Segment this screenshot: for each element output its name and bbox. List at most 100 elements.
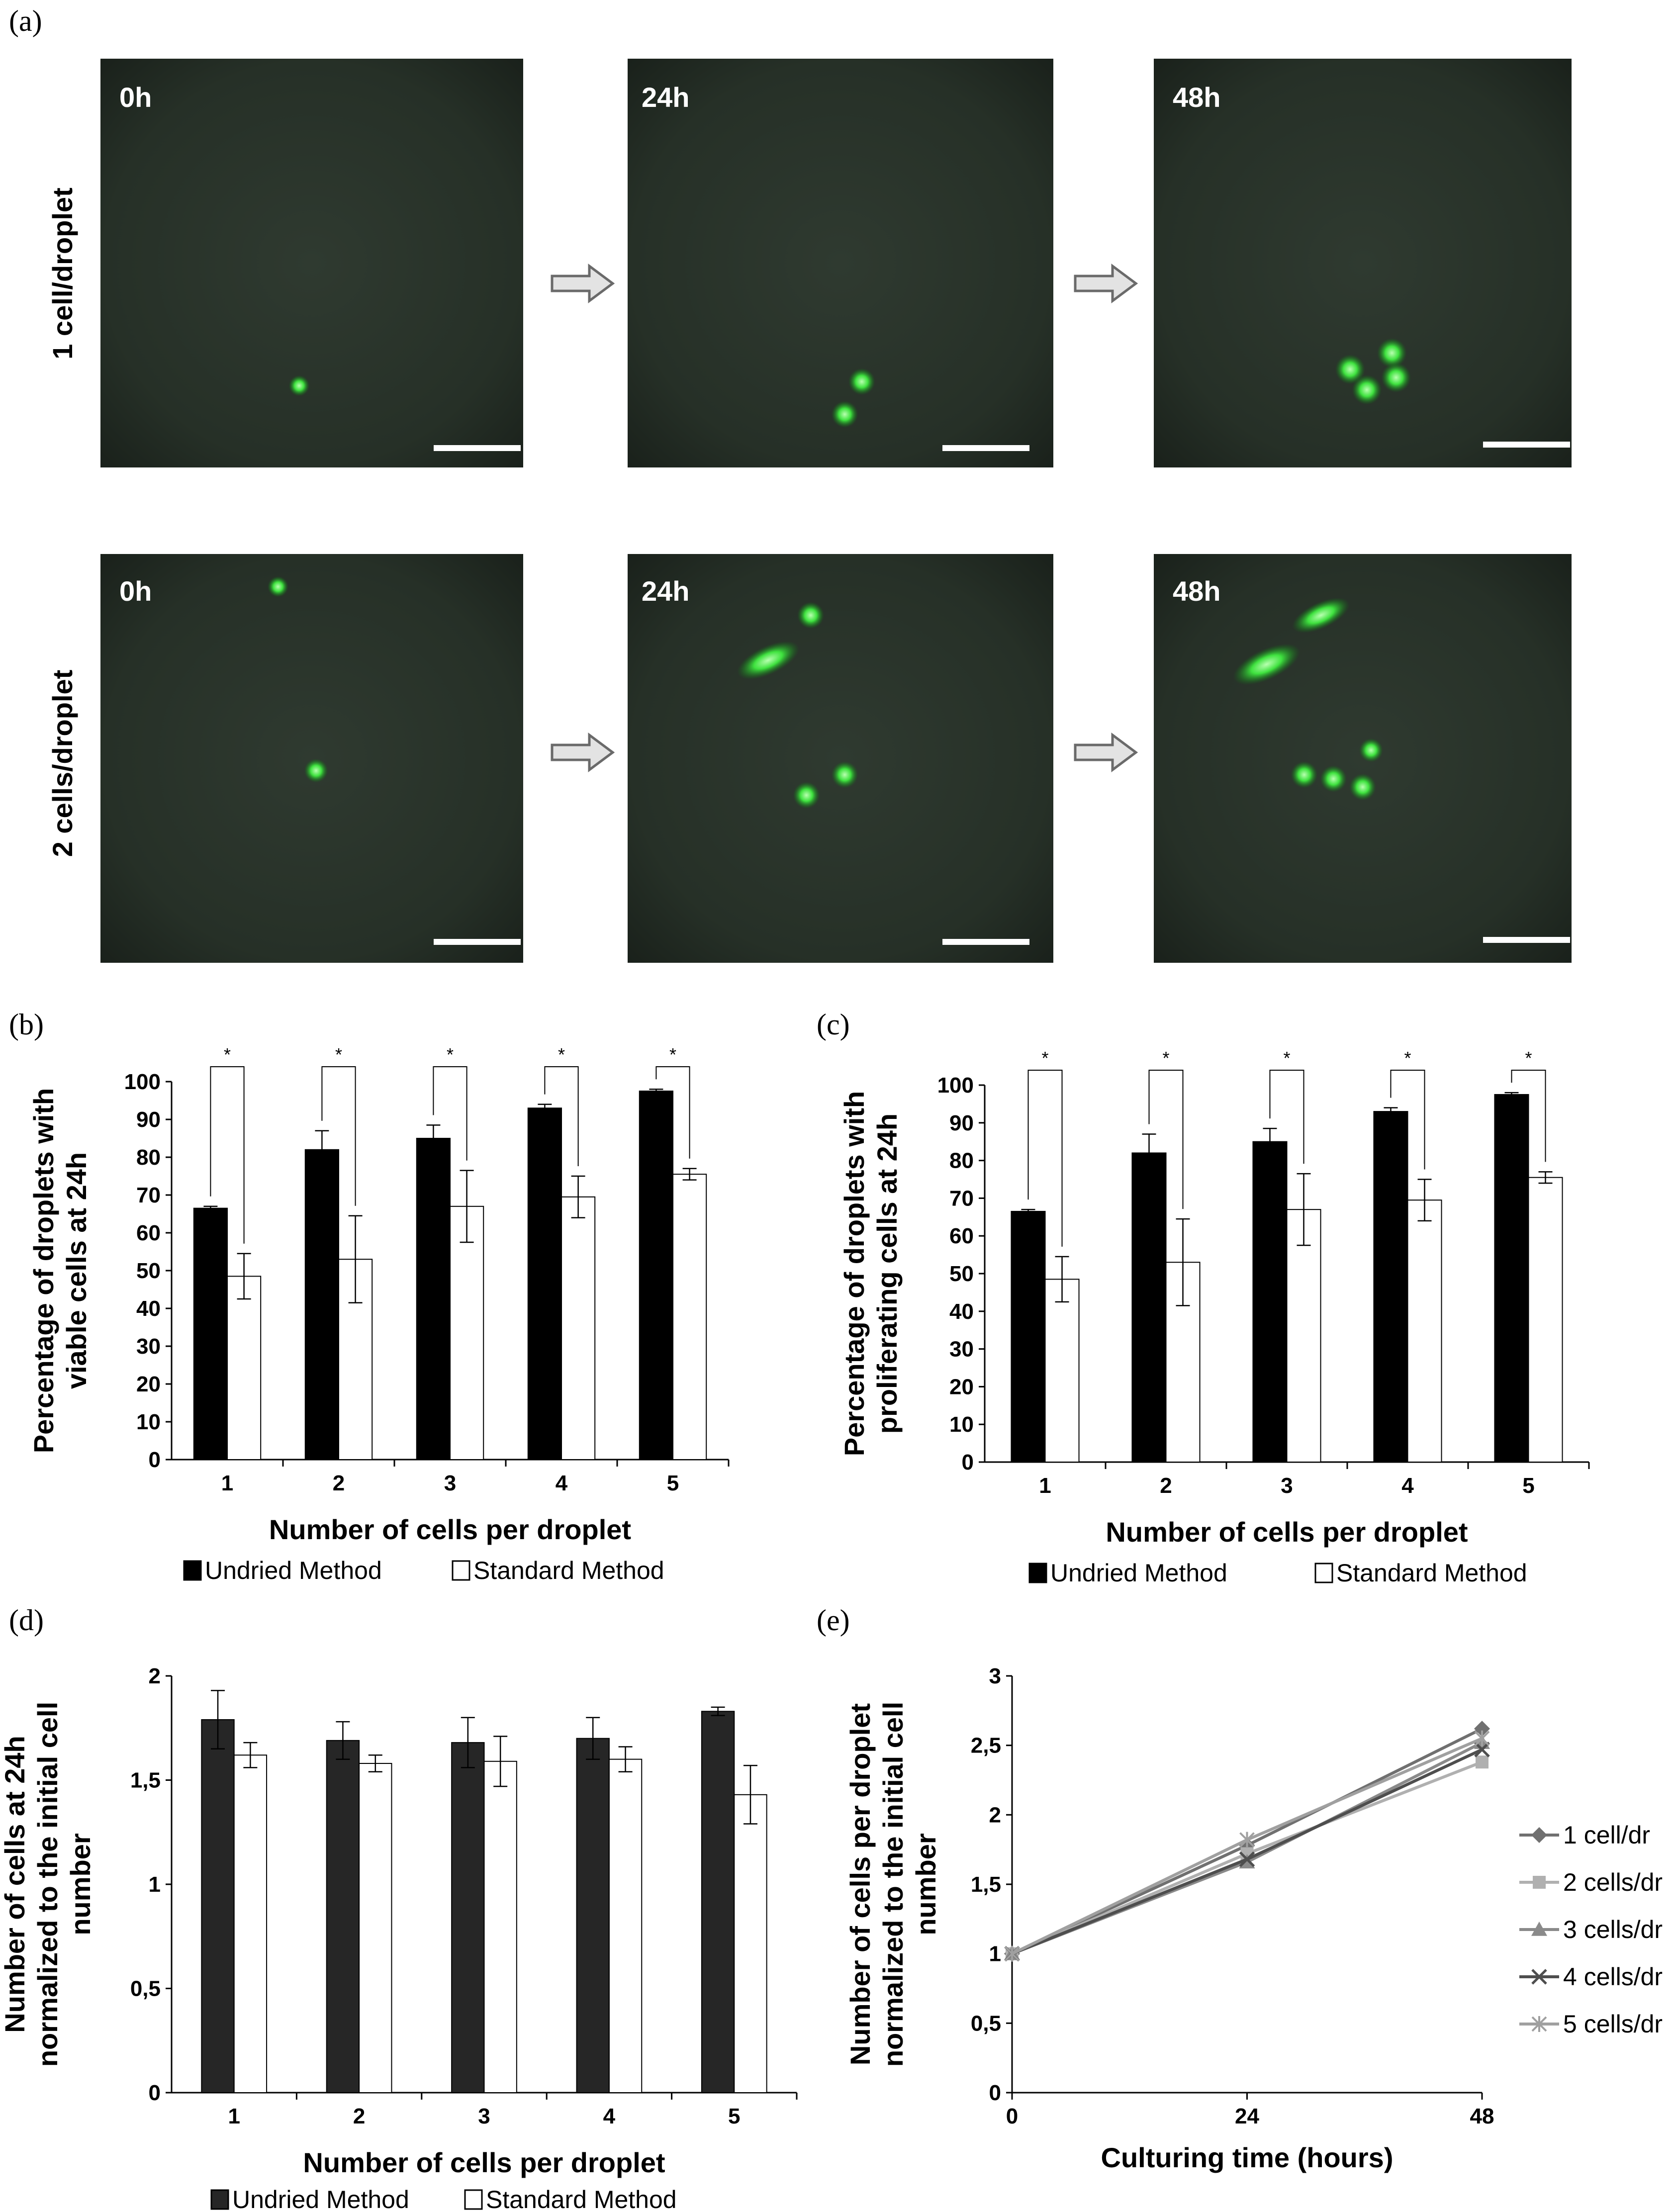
legend-item: 4 cells/dr [1519, 1963, 1663, 1991]
bar-undried [576, 1738, 610, 2093]
error-bar [1297, 1173, 1311, 1246]
error-bar [649, 1088, 663, 1094]
fluorescent-cells [831, 368, 875, 428]
legend-label: 1 cell/dr [1563, 1821, 1650, 1849]
y-tick-label: 2 [989, 1803, 1001, 1827]
x-tick-label: 3 [444, 1471, 456, 1495]
y-tick-label: 80 [949, 1149, 974, 1173]
legend-label: 5 cells/dr [1563, 2010, 1663, 2038]
legend-item: Undried Method [1028, 1559, 1227, 1587]
legend-item: Standard Method [1314, 1559, 1527, 1587]
error-bar [618, 1746, 633, 1772]
x-tick-label: 3 [478, 2104, 490, 2128]
cell-dot [1381, 363, 1411, 393]
arrow-right-icon [1074, 264, 1138, 303]
data-point [1004, 1945, 1020, 1962]
x-tick-label: 1 [221, 1471, 233, 1495]
bar-standard [672, 1174, 707, 1460]
data-point [1474, 1721, 1490, 1737]
cell-dot [797, 602, 825, 629]
significance-star: * [1283, 1048, 1290, 1068]
significance-bracket [1027, 1070, 1063, 1247]
data-point [1533, 1876, 1546, 1889]
fluorescent-cells [268, 576, 328, 783]
cell-dot [737, 641, 799, 680]
y-tick-label: 2,5 [971, 1734, 1001, 1758]
significance-star: * [1404, 1048, 1411, 1068]
legend-item: Standard Method [464, 2186, 677, 2212]
legend-label: 3 cells/dr [1563, 1916, 1663, 1943]
cell-dot [1349, 773, 1376, 801]
error-bar [586, 1717, 600, 1760]
legend-item: Standard Method [452, 1557, 664, 1584]
y-tick-label: 10 [136, 1410, 161, 1434]
x-tick-label: 5 [728, 2104, 740, 2128]
x-tick-label: 3 [1281, 1474, 1293, 1498]
legend-item: 1 cell/dr [1519, 1821, 1650, 1849]
y-tick-label: 0,5 [130, 1977, 161, 2001]
error-bar [243, 1742, 258, 1768]
y-axis-title: Number of cells at 24hnormalized to the … [0, 1702, 96, 2067]
y-axis-title: Percentage of droplets withviable cells … [28, 1088, 92, 1453]
x-axis-title: Number of cells per droplet [269, 1514, 631, 1545]
x-tick-label: 48 [1470, 2104, 1494, 2128]
micrograph-frame: 48h [1154, 554, 1572, 963]
data-point [1474, 1730, 1490, 1747]
data-point [1531, 1922, 1547, 1936]
bar-undried [304, 1149, 339, 1461]
significance-star: * [1525, 1048, 1532, 1068]
legend-label: 2 cells/dr [1563, 1868, 1663, 1896]
x-tick-label: 4 [603, 2104, 616, 2128]
scale-bar [434, 445, 521, 451]
panel-letter-a: (a) [9, 4, 42, 37]
y-tick-label: 40 [949, 1299, 974, 1324]
y-axis-title: Number of cells per dropletnormalized to… [844, 1702, 941, 2067]
y-tick-label: 0 [149, 1448, 161, 1472]
y-tick-label: 60 [949, 1224, 974, 1248]
significance-star: * [558, 1044, 565, 1065]
error-bar [461, 1717, 475, 1768]
error-bar [237, 1253, 251, 1300]
cell-dot [848, 368, 875, 395]
bar-standard [1528, 1177, 1563, 1463]
x-axis-title: Number of cells per droplet [303, 2147, 665, 2178]
scale-bar [1483, 442, 1570, 448]
significance-star: * [669, 1044, 676, 1065]
bar-standard [450, 1205, 484, 1461]
row-label-1-cell: 1 cell/droplet [47, 187, 78, 359]
series-line [1004, 1730, 1490, 1962]
y-tick-label: 70 [136, 1183, 161, 1207]
significance-bracket [210, 1066, 245, 1244]
fluorescent-cells [1335, 338, 1411, 405]
x-tick-label: 4 [1401, 1474, 1414, 1498]
legend-label: Standard Method [486, 2186, 677, 2212]
bar-undried [701, 1711, 735, 2093]
error-bar [1538, 1171, 1553, 1184]
y-tick-label: 10 [949, 1412, 974, 1437]
data-point [1474, 1742, 1490, 1757]
x-tick-label: 4 [556, 1471, 568, 1495]
y-tick-label: 1 [149, 1872, 161, 1897]
panel-letter-d: (d) [9, 1604, 44, 1637]
bar-undried [1252, 1141, 1288, 1463]
y-axis-title: Percentage of droplets withproliferating… [838, 1091, 903, 1456]
time-label: 48h [1173, 82, 1221, 113]
error-bar [682, 1168, 697, 1181]
bar-undried [1494, 1094, 1529, 1463]
significance-bracket [433, 1066, 467, 1161]
bar-standard [1286, 1209, 1321, 1463]
legend-swatch [464, 2189, 483, 2210]
y-tick-label: 50 [136, 1259, 161, 1283]
bar-undried [201, 1719, 235, 2093]
legend-label: 4 cells/dr [1563, 1963, 1663, 1991]
y-tick-label: 100 [937, 1073, 974, 1098]
y-tick-label: 0,5 [971, 2011, 1001, 2035]
x-tick-label: 5 [1522, 1474, 1534, 1498]
chart-panel-e: 0 0,5 1 1,5 2 2,5 3 0 24 48 Culturing time (hours)… [844, 1664, 1663, 2173]
error-bar [336, 1721, 350, 1760]
significance-star: * [1162, 1048, 1169, 1068]
error-bar [1263, 1127, 1277, 1156]
y-tick-label: 60 [136, 1221, 161, 1245]
error-bar [743, 1764, 757, 1825]
